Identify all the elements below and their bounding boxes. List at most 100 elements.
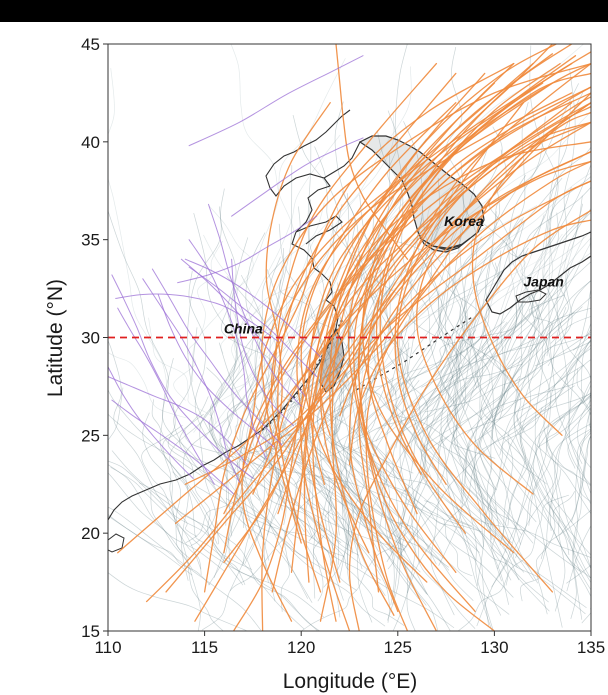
background-track [507,383,591,526]
x-tick-110: 110 [94,631,122,657]
background-track [400,331,591,529]
y-tick-25: 25 [81,426,108,445]
x-tick-label-135: 135 [577,638,605,657]
background-track [110,466,319,631]
background-track [567,428,591,469]
recurving-track-17 [184,102,525,485]
background-track [108,572,249,631]
recurving-track-39 [319,62,591,554]
background-track [386,376,520,563]
background-track [108,506,261,631]
region-label-layer: China Korea Japan [224,213,564,337]
inland-track-6 [117,307,215,485]
x-tick-125: 125 [384,631,412,657]
recurving-track-33 [252,102,331,495]
background-track [203,66,412,440]
background-track [596,306,608,597]
background-track [208,205,262,359]
japan-kyushu-honshu-coast [485,231,591,315]
background-track [193,290,325,433]
background-track [201,489,323,631]
background-track [203,234,249,428]
background-track [463,236,591,598]
recurving-track-48 [375,51,591,476]
background-track [548,92,584,464]
recurving-track-21 [348,209,591,631]
background-track [108,513,211,586]
background-track [513,304,591,584]
background-track [538,364,584,555]
inland-track-5 [188,239,267,460]
background-track [173,327,313,603]
inland-track-4 [208,203,302,407]
inland-track-2 [151,268,283,446]
background-track [406,227,551,449]
inland-track-7 [180,258,306,397]
background-track [368,441,473,577]
background-track [364,334,416,631]
background-track [293,363,523,485]
recurving-track-14 [223,62,438,515]
background-track [366,186,591,380]
y-tick-label-20: 20 [81,524,100,543]
background-track [530,291,591,515]
recurving-track-26 [300,102,457,583]
background-track [172,471,246,585]
background-track [329,347,514,598]
background-track [231,373,345,521]
background-track [414,341,502,616]
background-track [497,392,591,570]
background-track [599,183,608,474]
background-track [224,304,308,599]
background-track [457,494,569,631]
plot-content: China Korea Japan [108,44,608,631]
background-track [341,301,550,612]
background-track [459,297,591,556]
recurving-track-22 [242,62,534,466]
background-track [108,352,186,419]
background-track [108,515,193,576]
background-track [515,394,591,559]
background-track [598,264,608,437]
background-track [225,498,386,627]
y-tick-label-25: 25 [81,426,100,445]
y-tick-label-40: 40 [81,133,100,152]
recurving-track-47 [303,55,577,583]
background-track [420,163,591,482]
background-track [479,116,546,491]
recurving-track-10 [117,105,591,554]
background-track [266,350,466,457]
inland-track-9 [231,258,294,427]
x-axis-label: Longitude (°E) [283,670,417,693]
y-tick-15: 15 [81,622,108,641]
inland-track-17 [188,55,364,147]
shandong-peninsula-coast [295,215,343,245]
liaodong-peninsula-coast [323,141,361,179]
background-track [566,524,591,592]
recurving-track-25 [241,209,418,622]
background-track [398,228,591,387]
background-track [546,416,591,503]
background-track [453,329,534,581]
background-track [191,58,346,383]
background-track [491,195,583,439]
x-tick-120: 120 [287,631,315,657]
background-track [269,239,381,511]
background-track [421,307,591,388]
background-track [324,374,410,493]
recurving-track-34 [357,44,573,631]
background-track [108,464,225,572]
y-tick-30: 30 [81,329,108,348]
background-track [258,256,351,549]
background-track [489,406,543,581]
inland-track-11 [188,266,318,378]
background-track [399,269,549,526]
background-track [474,297,591,579]
background-track [573,410,591,620]
background-track [589,409,591,439]
background-track [519,235,585,628]
background-track [460,177,563,365]
x-tick-130: 130 [480,631,509,657]
background-track [430,356,521,616]
recurving-track-7 [396,102,573,593]
